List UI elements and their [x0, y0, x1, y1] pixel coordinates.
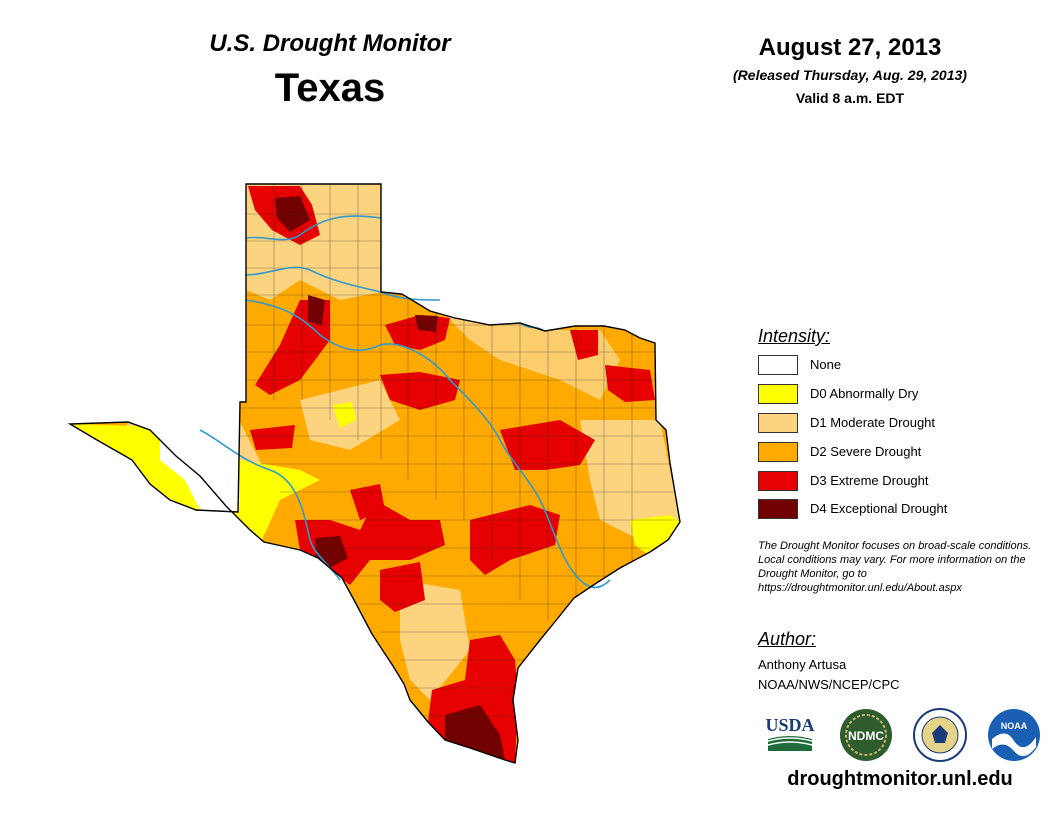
zone-d3-ne — [570, 330, 598, 360]
legend-swatch — [758, 471, 798, 491]
zone-d3-central-east — [500, 420, 595, 470]
map-subtitle: U.S. Drought Monitor — [209, 30, 451, 57]
note-text: The Drought Monitor focuses on broad-sca… — [758, 540, 1032, 580]
zone-d0-east — [630, 515, 680, 556]
zone-d1-east — [580, 420, 680, 540]
legend-swatch — [758, 442, 798, 462]
zone-d3-hill-country — [350, 484, 385, 520]
texas-outline — [67, 183, 681, 764]
zone-d3-central — [470, 505, 560, 575]
legend-label: D3 Extreme Drought — [810, 473, 929, 488]
author-name: Anthony Artusa — [758, 657, 847, 672]
river-rio-grande — [199, 429, 341, 581]
river-canadian — [245, 215, 382, 241]
legend-swatch — [758, 384, 798, 404]
usda-logo-text: USDA — [765, 715, 814, 735]
zone-d3-south-central — [380, 562, 425, 612]
legend-swatch — [758, 355, 798, 375]
author-org: NOAA/NWS/NCEP/CPC — [758, 677, 900, 692]
legend-heading: Intensity: — [758, 326, 831, 346]
drought-monitor-note: The Drought Monitor focuses on broad-sca… — [758, 539, 1048, 595]
river-red — [245, 266, 441, 301]
map-title: Texas — [274, 66, 386, 110]
texas-drought-map — [67, 183, 681, 764]
legend-label: D1 Moderate Drought — [810, 415, 936, 430]
legend-swatch — [758, 499, 798, 519]
zone-d0-spot — [333, 402, 356, 428]
author-heading: Author: — [758, 629, 817, 649]
river-brazos — [245, 299, 611, 589]
noaa-logo-text: NOAA — [1001, 721, 1028, 731]
county-grid — [240, 184, 675, 717]
noaa-logo: NOAA — [988, 709, 1040, 761]
zone-d3-east — [605, 365, 655, 402]
commerce-seal-logo — [913, 708, 967, 762]
ndmc-logo-text: NDMC — [848, 729, 884, 743]
zone-d3-dfw — [380, 372, 460, 410]
zone-d4-panhandle-south — [308, 295, 325, 325]
legend-label: None — [810, 357, 842, 372]
usda-logo: USDA — [765, 715, 815, 751]
legend-label: D2 Severe Drought — [810, 444, 922, 459]
zone-d1-south — [400, 580, 470, 700]
legend-label: D4 Exceptional Drought — [810, 501, 948, 516]
rivers — [199, 215, 611, 589]
valid-time: Valid 8 a.m. EDT — [795, 90, 905, 106]
zone-d4-north — [415, 315, 438, 332]
legend-swatch — [758, 413, 798, 433]
drought-zones — [70, 184, 680, 763]
website-link[interactable]: droughtmonitor.unl.edu — [787, 768, 1013, 790]
legend-label: D0 Abnormally Dry — [810, 386, 919, 401]
zone-d3-west-spot — [250, 425, 295, 450]
zone-d4-valley — [445, 705, 505, 760]
map-date: August 27, 2013 — [758, 34, 942, 61]
release-date: (Released Thursday, Aug. 29, 2013) — [733, 67, 967, 83]
note-url[interactable]: https://droughtmonitor.unl.edu/About.asp… — [758, 582, 962, 594]
ndmc-logo: NDMC — [840, 709, 892, 761]
